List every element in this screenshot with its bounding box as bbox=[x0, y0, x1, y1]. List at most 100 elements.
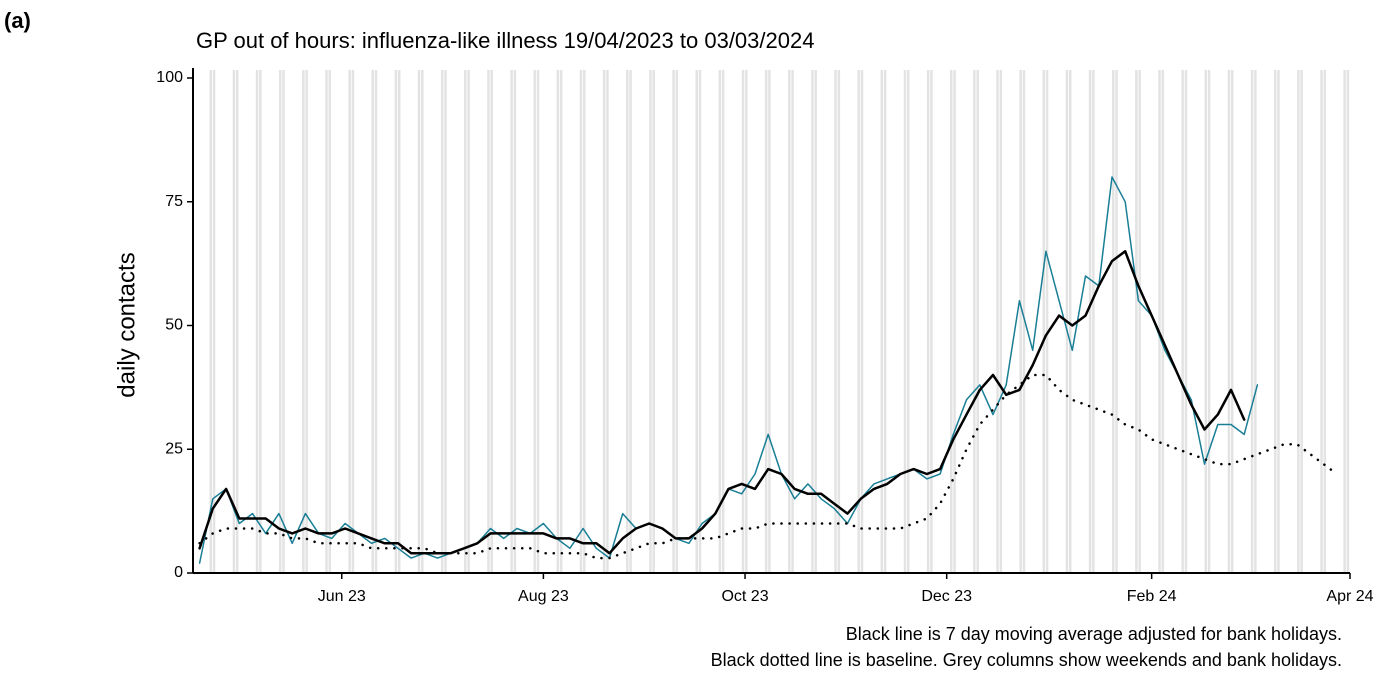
weekend-column bbox=[464, 70, 467, 573]
weekend-column bbox=[583, 70, 586, 573]
weekend-column bbox=[926, 70, 930, 573]
weekend-column bbox=[788, 70, 791, 573]
weekend-column bbox=[328, 70, 332, 573]
weekend-column bbox=[629, 70, 632, 573]
y-tick-label: 25 bbox=[165, 440, 183, 457]
weekend-column bbox=[302, 70, 305, 573]
weekend-column bbox=[579, 70, 583, 573]
weekend-column bbox=[907, 70, 910, 573]
weekend-column bbox=[698, 70, 702, 573]
weekend-column bbox=[209, 70, 213, 573]
weekend-column bbox=[1115, 70, 1118, 573]
weekend-column bbox=[467, 70, 470, 573]
weekend-column bbox=[652, 70, 655, 573]
weekend-column bbox=[255, 70, 259, 573]
y-tick-label: 50 bbox=[165, 317, 183, 334]
panel-label: (a) bbox=[4, 8, 31, 33]
x-tick-label: Dec 23 bbox=[921, 588, 972, 605]
weekend-column bbox=[444, 70, 447, 573]
weekend-column bbox=[606, 70, 609, 573]
weekend-column bbox=[1323, 70, 1327, 573]
weekend-column bbox=[764, 70, 768, 573]
x-tick-label: Oct 23 bbox=[721, 588, 768, 605]
weekend-column bbox=[903, 70, 907, 573]
weekend-column bbox=[1019, 70, 1022, 573]
weekend-column bbox=[1273, 70, 1277, 573]
weekend-column bbox=[1346, 70, 1350, 573]
weekend-column bbox=[602, 70, 606, 573]
weekend-column bbox=[857, 70, 860, 573]
weekend-column bbox=[1161, 70, 1165, 573]
weekend-column bbox=[397, 70, 401, 573]
weekend-column bbox=[533, 70, 536, 573]
weekend-column bbox=[374, 70, 378, 573]
x-tick-label: Jun 23 bbox=[318, 588, 366, 605]
weekend-column bbox=[490, 70, 493, 573]
weekend-column bbox=[695, 70, 698, 573]
weekend-column bbox=[672, 70, 675, 573]
weekend-column bbox=[721, 70, 725, 573]
weekend-column bbox=[305, 70, 308, 573]
weekend-column bbox=[259, 70, 262, 573]
weekend-column bbox=[741, 70, 745, 573]
weekend-column bbox=[999, 70, 1003, 573]
weekend-column bbox=[1297, 70, 1300, 573]
weekend-column bbox=[1250, 70, 1254, 573]
weekend-column bbox=[1184, 70, 1188, 573]
weekend-column bbox=[976, 70, 979, 573]
weekend-column bbox=[1158, 70, 1161, 573]
x-tick-label: Aug 23 bbox=[518, 588, 569, 605]
weekend-column bbox=[232, 70, 236, 573]
weekend-column bbox=[745, 70, 748, 573]
weekend-column bbox=[235, 70, 239, 573]
weekend-column bbox=[880, 70, 884, 573]
series-line bbox=[198, 250, 1246, 555]
weekend-column bbox=[860, 70, 864, 573]
weekend-column bbox=[1045, 70, 1049, 573]
y-axis-label: daily contacts bbox=[113, 252, 140, 397]
weekend-column bbox=[1111, 70, 1115, 573]
weekend-column bbox=[626, 70, 629, 573]
weekend-column bbox=[1227, 70, 1231, 573]
series-line bbox=[198, 176, 1259, 564]
weekend-column bbox=[1320, 70, 1323, 573]
weekend-column bbox=[510, 70, 513, 573]
weekend-column bbox=[791, 70, 794, 573]
y-tick-label: 75 bbox=[165, 193, 183, 210]
x-tick-label: Feb 24 bbox=[1127, 588, 1177, 605]
weekend-column bbox=[649, 70, 652, 573]
weekend-column bbox=[421, 70, 424, 573]
weekend-column bbox=[1300, 70, 1303, 573]
weekend-column bbox=[811, 70, 814, 573]
weekend-column bbox=[1230, 70, 1234, 573]
weekend-column bbox=[996, 70, 999, 573]
weekend-column bbox=[768, 70, 771, 573]
weekend-column bbox=[814, 70, 817, 573]
chart-title: GP out of hours: influenza-like illness … bbox=[196, 28, 814, 53]
weekend-column bbox=[1069, 70, 1072, 573]
weekend-column bbox=[556, 70, 560, 573]
weekend-column bbox=[883, 70, 887, 573]
weekend-column bbox=[417, 70, 421, 573]
weekend-column bbox=[973, 70, 976, 573]
weekend-column bbox=[675, 70, 679, 573]
note: Black dotted line is baseline. Grey colu… bbox=[711, 650, 1342, 670]
weekend-column bbox=[1343, 70, 1346, 573]
weekend-column bbox=[1138, 70, 1141, 573]
weekend-column bbox=[212, 70, 216, 573]
weekend-column bbox=[718, 70, 722, 573]
weekend-column bbox=[1042, 70, 1046, 573]
weekend-column bbox=[278, 70, 282, 573]
x-tick-label: Apr 24 bbox=[1326, 588, 1373, 605]
weekend-column bbox=[1088, 70, 1092, 573]
weekend-column bbox=[440, 70, 444, 573]
weekend-column bbox=[371, 70, 374, 573]
weekend-column bbox=[348, 70, 351, 573]
weekend-column bbox=[351, 70, 355, 573]
weekend-column bbox=[1204, 70, 1208, 573]
weekend-column bbox=[1207, 70, 1211, 573]
y-tick-label: 100 bbox=[156, 69, 183, 86]
weekend-column bbox=[930, 70, 933, 573]
weekend-column bbox=[559, 70, 563, 573]
